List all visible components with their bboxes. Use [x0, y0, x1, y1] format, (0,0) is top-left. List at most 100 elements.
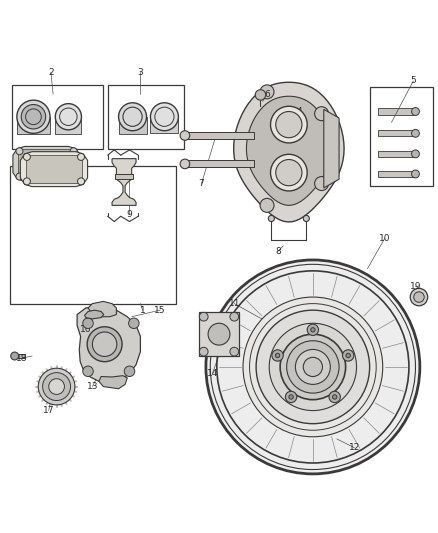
Text: 8: 8	[275, 247, 281, 256]
Text: 3: 3	[138, 68, 143, 77]
Circle shape	[21, 104, 46, 129]
Bar	[108, 85, 184, 149]
Circle shape	[280, 334, 346, 400]
Text: 13: 13	[87, 382, 98, 391]
Bar	[11, 166, 176, 304]
Circle shape	[268, 215, 275, 222]
Circle shape	[16, 173, 23, 180]
Polygon shape	[234, 82, 344, 222]
Circle shape	[55, 103, 81, 130]
Circle shape	[243, 297, 383, 437]
Text: 10: 10	[379, 233, 391, 243]
Circle shape	[412, 130, 420, 138]
Circle shape	[70, 148, 77, 155]
Polygon shape	[17, 117, 50, 134]
Circle shape	[289, 395, 293, 399]
Text: 17: 17	[43, 406, 54, 415]
Polygon shape	[247, 96, 331, 205]
Text: 5: 5	[410, 76, 416, 85]
Circle shape	[17, 100, 50, 133]
Circle shape	[83, 318, 93, 328]
Bar	[370, 87, 433, 185]
Circle shape	[49, 379, 64, 394]
Circle shape	[23, 154, 30, 160]
Polygon shape	[150, 117, 178, 133]
Circle shape	[295, 350, 330, 384]
Polygon shape	[378, 171, 416, 177]
Circle shape	[332, 395, 337, 399]
Polygon shape	[115, 174, 133, 179]
Circle shape	[343, 350, 354, 361]
Circle shape	[210, 264, 416, 470]
Polygon shape	[378, 151, 416, 157]
Circle shape	[230, 348, 239, 356]
Circle shape	[256, 310, 370, 424]
Text: 7: 7	[199, 179, 205, 188]
Circle shape	[11, 352, 18, 360]
Circle shape	[303, 215, 309, 222]
Polygon shape	[99, 376, 127, 389]
Circle shape	[180, 159, 190, 169]
Circle shape	[208, 323, 230, 345]
Text: 15: 15	[154, 305, 166, 314]
Polygon shape	[119, 117, 147, 134]
Circle shape	[206, 260, 420, 474]
Circle shape	[260, 198, 274, 212]
Circle shape	[83, 366, 93, 376]
Circle shape	[92, 332, 117, 357]
Circle shape	[412, 150, 420, 158]
Circle shape	[16, 148, 23, 155]
Polygon shape	[199, 312, 239, 356]
Circle shape	[78, 154, 85, 160]
Circle shape	[346, 353, 350, 358]
Text: 2: 2	[48, 68, 54, 77]
Circle shape	[129, 318, 139, 328]
Circle shape	[311, 328, 315, 332]
Circle shape	[42, 373, 71, 400]
Text: 9: 9	[127, 209, 132, 219]
Polygon shape	[378, 130, 416, 136]
Circle shape	[199, 348, 208, 356]
Text: 4: 4	[297, 107, 303, 116]
Circle shape	[23, 178, 30, 185]
Circle shape	[255, 90, 266, 100]
Circle shape	[303, 357, 322, 376]
Text: 18: 18	[16, 354, 28, 362]
Circle shape	[119, 103, 147, 131]
Polygon shape	[88, 302, 117, 317]
Circle shape	[412, 108, 420, 116]
Text: 14: 14	[207, 369, 218, 378]
Circle shape	[276, 111, 302, 138]
Text: 11: 11	[229, 299, 240, 308]
Polygon shape	[55, 117, 81, 134]
Circle shape	[269, 323, 357, 410]
Circle shape	[314, 176, 328, 190]
Circle shape	[38, 368, 75, 405]
Circle shape	[230, 312, 239, 321]
Circle shape	[180, 131, 190, 140]
Circle shape	[150, 103, 178, 131]
Circle shape	[287, 341, 339, 393]
Polygon shape	[378, 108, 416, 115]
Circle shape	[272, 350, 283, 361]
Text: 19: 19	[410, 281, 421, 290]
Polygon shape	[20, 152, 88, 187]
Polygon shape	[85, 310, 104, 319]
Circle shape	[314, 107, 328, 120]
Polygon shape	[77, 306, 141, 382]
Polygon shape	[186, 160, 254, 167]
Circle shape	[286, 391, 297, 402]
Circle shape	[414, 292, 424, 302]
Circle shape	[70, 173, 77, 180]
Polygon shape	[13, 147, 80, 181]
Circle shape	[87, 327, 122, 362]
Circle shape	[412, 170, 420, 178]
Polygon shape	[18, 149, 75, 179]
Text: 12: 12	[349, 443, 360, 452]
Text: 16: 16	[80, 325, 92, 334]
Bar	[12, 85, 103, 149]
Circle shape	[271, 154, 307, 191]
Circle shape	[260, 85, 274, 99]
Circle shape	[307, 324, 318, 335]
Circle shape	[78, 178, 85, 185]
